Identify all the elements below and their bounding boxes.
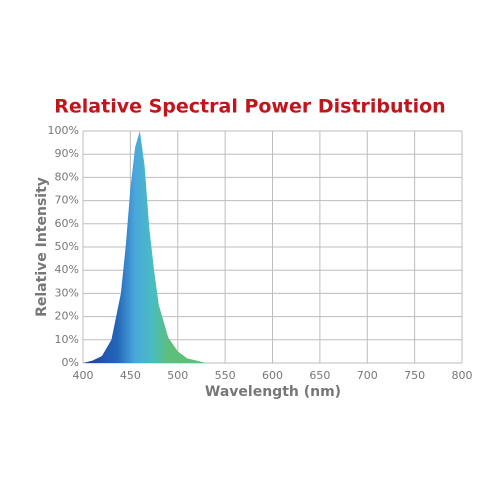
y-tick-label: 40% (55, 263, 79, 276)
x-tick-label: 400 (73, 369, 94, 382)
x-tick-label: 450 (120, 369, 141, 382)
spectrum-area (83, 131, 207, 363)
y-axis-title: Relative Intensity (34, 177, 50, 317)
x-tick-label: 800 (452, 369, 473, 382)
x-axis-title: Wavelength (nm) (205, 384, 341, 400)
y-tick-label: 100% (48, 124, 79, 137)
y-tick-label: 80% (55, 170, 79, 183)
y-tick-label: 30% (55, 286, 79, 299)
chart-title: Relative Spectral Power Distribution (54, 96, 445, 118)
x-tick-label: 550 (215, 369, 236, 382)
x-tick-label: 500 (167, 369, 188, 382)
x-tick-label: 600 (262, 369, 283, 382)
x-tick-label: 650 (309, 369, 330, 382)
y-tick-label: 20% (55, 310, 79, 323)
y-tick-label: 0% (62, 356, 79, 369)
y-tick-label: 10% (55, 333, 79, 346)
x-tick-label: 750 (404, 369, 425, 382)
x-tick-label: 700 (357, 369, 378, 382)
y-tick-label: 60% (55, 217, 79, 230)
y-tick-label: 70% (55, 194, 79, 207)
y-tick-label: 90% (55, 147, 79, 160)
y-tick-label: 50% (55, 240, 79, 253)
